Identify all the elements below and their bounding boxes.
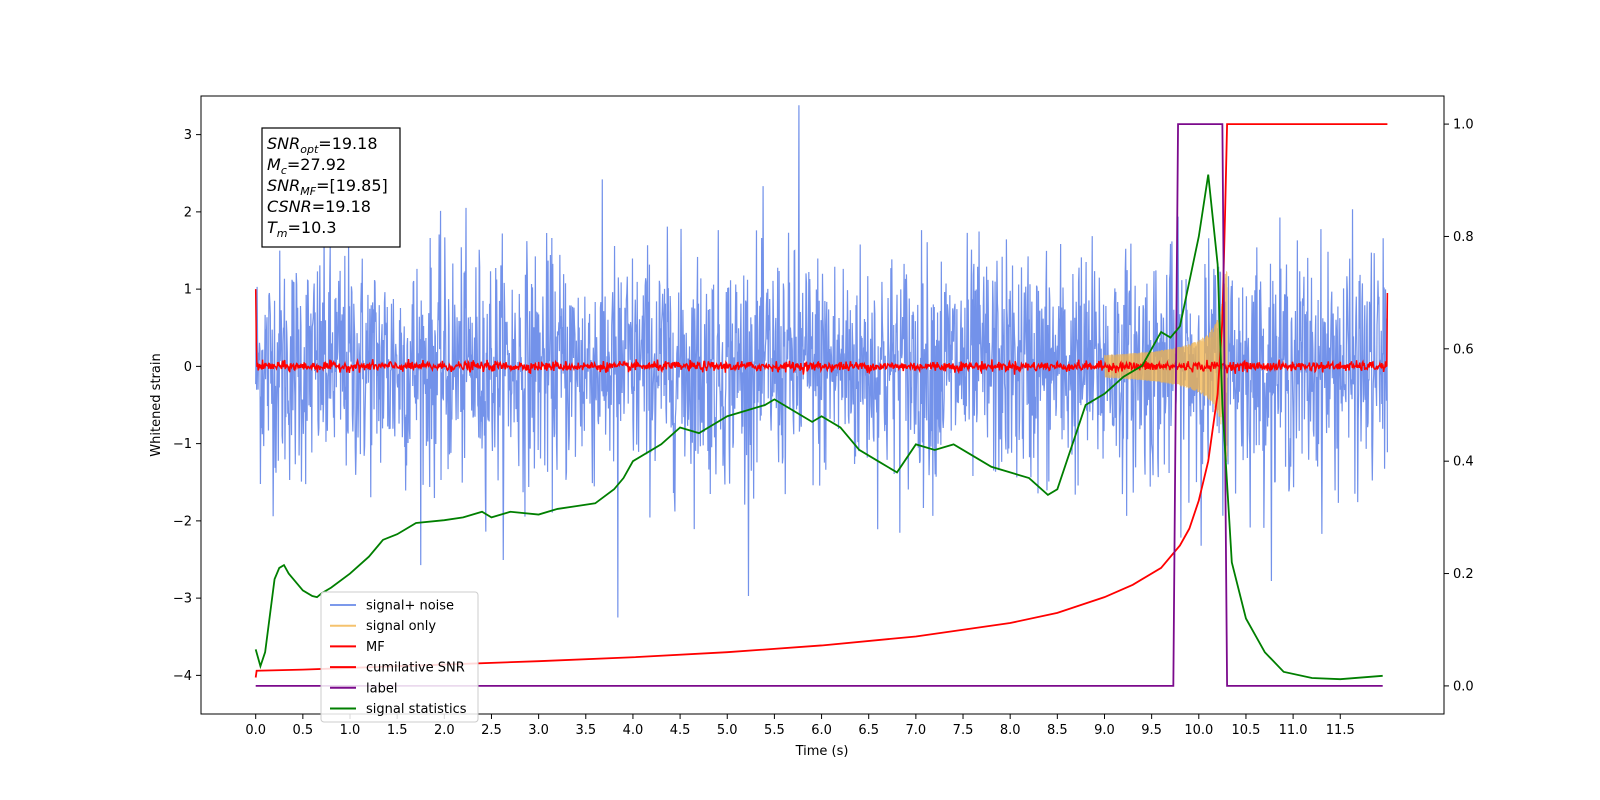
annotation-subscript: c: [281, 164, 287, 177]
x-tick-label: 2.5: [481, 723, 502, 738]
x-tick-label: 4.5: [670, 723, 691, 738]
annotation-value: =10.3: [288, 218, 337, 237]
y-tick-label-left: 0: [184, 360, 192, 375]
annotation-var: T: [267, 218, 278, 237]
y-tick-label-right: 0.2: [1453, 567, 1474, 582]
annotation-var: SNR: [267, 176, 300, 195]
y-tick-label-left: 2: [184, 205, 192, 220]
x-tick-label: 11.5: [1326, 723, 1355, 738]
annotation-value: =[19.85]: [316, 176, 388, 195]
legend-label-signal-noise: signal+ noise: [366, 599, 454, 614]
legend-label-signal-statistics: signal statistics: [366, 702, 467, 717]
annotation-line: Mc=27.92: [267, 155, 346, 177]
x-tick-label: 8.5: [1047, 723, 1068, 738]
annotation-line: SNRMF=[19.85]: [267, 176, 388, 198]
x-tick-label: 2.0: [434, 723, 455, 738]
annotation-line: SNRopt=19.18: [267, 134, 378, 156]
annotation-var: CSNR: [267, 197, 312, 216]
x-tick-label: 5.0: [717, 723, 738, 738]
annotation-value: =19.18: [312, 197, 371, 216]
y-tick-label-right: 0.0: [1453, 679, 1474, 694]
y-tick-label-left: −2: [173, 514, 192, 529]
x-tick-label: 3.0: [528, 723, 549, 738]
annotation-value: =27.92: [287, 155, 346, 174]
annotation-subscript: MF: [300, 185, 316, 198]
legend-label-cumilative-snr: cumilative SNR: [366, 661, 465, 676]
x-axis: 0.0 0.5 1.0 1.5 2.0 2.5 3.0 3.5 4.0 4.5 5.0 5.5 6.0 6…: [245, 714, 1355, 738]
x-tick-label: 9.5: [1141, 723, 1162, 738]
x-tick-label: 1.0: [340, 723, 361, 738]
legend-label-signal-only: signal only: [366, 619, 436, 634]
y-axis-left: 3 2 1 0 −1 −2 −3 −4: [173, 128, 201, 684]
x-tick-label: 9.0: [1094, 723, 1115, 738]
legend: signal+ noise signal only MF cumilative SNR…: [320, 591, 479, 723]
x-tick-label: 0.5: [293, 723, 314, 738]
annotation-line: Tm=10.3: [267, 218, 337, 240]
x-tick-label: 10.5: [1231, 723, 1260, 738]
y-axis-right: 1.0 0.8 0.6 0.4 0.2 0.0: [1444, 118, 1474, 694]
annotation-var: SNR: [267, 134, 300, 153]
y-tick-label-left: −3: [173, 592, 192, 607]
legend-label-label: label: [366, 681, 397, 696]
series-signal-only: [1103, 271, 1228, 462]
x-tick-label: 6.0: [811, 723, 832, 738]
annotation-var: M: [267, 155, 281, 174]
y-tick-label-right: 0.4: [1453, 455, 1474, 470]
series-mf: [254, 289, 1389, 376]
series-signal-noise: [255, 105, 1389, 618]
x-tick-label: 6.5: [858, 723, 879, 738]
x-tick-label: 3.5: [575, 723, 596, 738]
x-tick-label: 7.0: [906, 723, 927, 738]
y-tick-label-left: 3: [184, 128, 192, 143]
y-axis-label: Whitened strain: [149, 353, 164, 456]
x-tick-label: 10.0: [1184, 723, 1213, 738]
x-tick-label: 0.0: [245, 723, 266, 738]
annotation-subscript: m: [277, 227, 288, 240]
y-tick-label-left: −4: [173, 669, 192, 684]
plot-frame: [200, 95, 1445, 715]
x-axis-label: Time (s): [795, 744, 849, 759]
x-tick-label: 1.5: [387, 723, 408, 738]
x-tick-label: 4.0: [623, 723, 644, 738]
y-tick-label-right: 0.6: [1453, 342, 1474, 357]
x-tick-label: 7.5: [953, 723, 974, 738]
annotation-line: CSNR=19.18: [267, 197, 371, 216]
annotation-subscript: opt: [300, 143, 319, 156]
y-tick-label-right: 1.0: [1453, 118, 1474, 133]
x-tick-label: 8.0: [1000, 723, 1021, 738]
series-signal-statistics: [254, 174, 1383, 681]
y-tick-label-left: 1: [184, 283, 192, 298]
x-tick-label: 5.5: [764, 723, 785, 738]
annotation-value: =19.18: [318, 134, 377, 153]
annotation-box: SNRopt=19.18Mc=27.92SNRMF=[19.85]CSNR=19…: [261, 127, 401, 248]
series-label: [255, 123, 1383, 687]
legend-label-mf: MF: [366, 640, 385, 655]
y-tick-label-right: 0.8: [1453, 230, 1474, 245]
x-tick-label: 11.0: [1279, 723, 1308, 738]
y-tick-label-left: −1: [173, 437, 192, 452]
